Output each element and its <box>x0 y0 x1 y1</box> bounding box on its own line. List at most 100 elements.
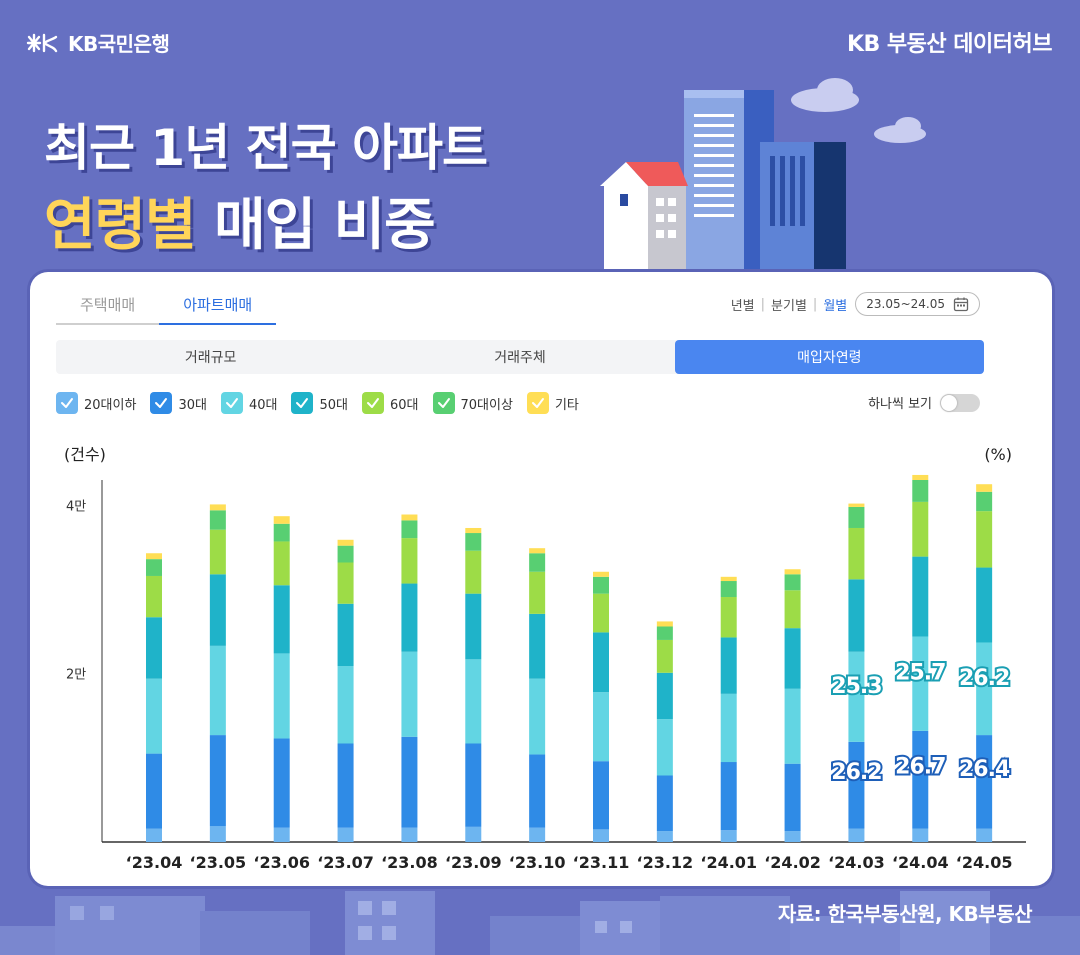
x-tick-label: ‘23.08 <box>381 853 438 872</box>
stacked-bar-chart: (건수) (%) 2만 4만 ‘23.04 ‘23.05 ‘23.06 ‘23.07 ‘23.0… <box>64 445 1026 872</box>
data-label: 25.7 <box>895 661 945 686</box>
kb-bank-logo: KB국민은행 <box>26 28 170 57</box>
kb-star-icon <box>26 33 58 52</box>
bar-segment <box>848 651 865 742</box>
bar-segment <box>146 678 162 754</box>
data-label: 26.2 <box>959 666 1009 691</box>
checkbox-icon[interactable] <box>291 392 314 414</box>
bar-segment <box>593 576 609 594</box>
bar-segment <box>273 653 290 739</box>
x-tick-label: ‘24.01 <box>700 853 757 872</box>
legend-item[interactable]: 40대 <box>220 392 278 414</box>
legend-item[interactable]: 50대 <box>291 392 348 414</box>
date-range-picker[interactable]: 23.05~24.05 <box>855 292 980 316</box>
checkbox-icon[interactable] <box>432 392 455 414</box>
tab-housing-trade[interactable]: 주택매매 <box>56 290 160 325</box>
period-yearly[interactable]: 년별 <box>730 298 755 314</box>
checkbox-icon[interactable] <box>56 392 78 414</box>
bar-segment <box>976 642 993 736</box>
bar-segment <box>593 632 609 693</box>
bar-segment <box>912 636 929 731</box>
date-range-text: 23.05~24.05 <box>866 297 945 311</box>
checkbox-icon[interactable] <box>526 392 549 414</box>
bar-segment <box>146 617 162 679</box>
bar-segment <box>465 826 482 842</box>
bar-segment <box>337 603 354 667</box>
headline-rest: 매입 비중 <box>214 193 436 258</box>
divider: | <box>760 296 766 312</box>
bar-segment <box>912 480 929 502</box>
bar-segment <box>337 827 354 842</box>
divider: | <box>812 296 818 312</box>
one-by-one-toggle[interactable] <box>940 393 980 412</box>
period-monthly[interactable]: 월별 <box>823 298 848 314</box>
x-tick-label: ‘24.05 <box>956 853 1013 872</box>
data-label: 26.2 <box>831 760 881 785</box>
bar-segment <box>146 828 162 842</box>
bar-segment <box>593 593 609 633</box>
segment-trade-volume[interactable]: 거래규모 <box>184 350 237 366</box>
bar-segment <box>720 581 737 598</box>
checkbox-icon[interactable] <box>150 392 173 414</box>
bar-segment <box>529 548 546 554</box>
period-selector: 년별 | 분기별 | 월별 23.05~24.05 <box>731 292 980 316</box>
bar-segment <box>720 597 737 638</box>
bar-segment <box>912 501 929 557</box>
y-axis-label-right: (%) <box>984 445 1012 464</box>
bar-segment <box>720 576 737 582</box>
bar-segment <box>209 510 226 530</box>
bar-segment <box>912 556 929 637</box>
bar-segment <box>273 585 290 654</box>
y-axis-label-left: (건수) <box>64 445 106 464</box>
bar-segment <box>656 626 673 640</box>
bar-segment <box>529 571 546 614</box>
bar-segment <box>465 550 482 594</box>
bar-segment <box>273 738 290 828</box>
bar-segment <box>465 533 482 551</box>
legend-label: 60대 <box>389 397 419 413</box>
bar-segment <box>848 503 865 507</box>
bar-segment <box>656 775 673 832</box>
bar-segment <box>273 523 290 542</box>
skyline-decoration <box>0 891 1080 955</box>
legend-item[interactable]: 70대이상 <box>432 392 513 414</box>
legend-label: 40대 <box>248 397 278 413</box>
bar-segment <box>337 545 354 563</box>
legend-item[interactable]: 기타 <box>526 392 579 414</box>
legend-label: 기타 <box>554 397 579 413</box>
one-by-one-label: 하나씩 보기 <box>868 397 932 412</box>
bar-segment <box>976 567 993 643</box>
bar-segment <box>401 651 418 737</box>
calendar-icon <box>953 297 969 312</box>
bar-segment <box>656 621 673 627</box>
bar-segment <box>784 688 801 764</box>
bank-name: KB국민은행 <box>68 32 170 56</box>
bar-segment <box>529 754 546 828</box>
source-note: 자료: 한국부동산원, KB부동산 <box>777 902 1033 926</box>
bar-segment <box>401 514 418 521</box>
segment-trade-subject[interactable]: 거래주체 <box>494 350 546 366</box>
y-tick-label: 2만 <box>66 668 86 683</box>
x-tick-label: ‘23.06 <box>253 853 310 872</box>
bar-segment <box>976 484 993 492</box>
bar-segment <box>912 828 929 842</box>
chart-legend: 20대이하 30대 40대 50대 60대 70대이상 기타 <box>56 392 593 414</box>
bar-segment <box>401 538 418 584</box>
period-quarterly[interactable]: 분기별 <box>771 298 807 314</box>
bar-segment <box>146 559 162 576</box>
bar-segment <box>784 569 801 575</box>
tab-apartment-trade[interactable]: 아파트매매 <box>159 290 277 325</box>
checkbox-icon[interactable] <box>220 392 243 414</box>
bar-segment <box>401 520 418 539</box>
legend-item[interactable]: 20대이하 <box>56 392 136 414</box>
segment-buyer-age[interactable]: 매입자연령 <box>674 340 984 374</box>
bar-segment <box>593 761 609 830</box>
checkbox-icon[interactable] <box>361 392 384 414</box>
legend-item[interactable]: 60대 <box>361 392 419 414</box>
bar-segment <box>784 628 801 689</box>
bar-segment <box>337 743 354 828</box>
bar-segment <box>209 645 226 736</box>
cloud-icon <box>791 78 926 143</box>
bar-segment <box>848 527 865 580</box>
legend-item[interactable]: 30대 <box>150 392 207 414</box>
